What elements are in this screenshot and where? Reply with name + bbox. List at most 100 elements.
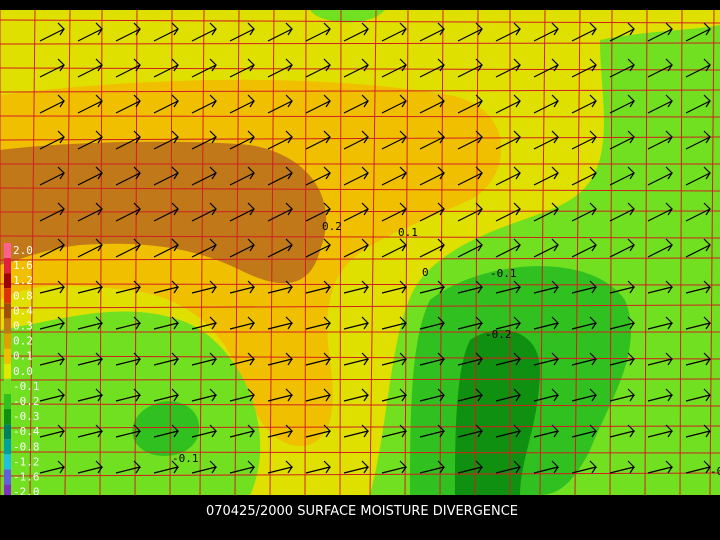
county-line (609, 9, 613, 496)
wind-barb (381, 424, 408, 438)
wind-barb (77, 94, 104, 114)
wind-barb (533, 388, 560, 402)
county-line (679, 9, 683, 496)
wind-barb (39, 424, 66, 438)
county-line (0, 355, 720, 360)
caption: 070425/2000 SURFACE MOISTURE DIVERGENCE (206, 504, 518, 519)
wind-barb (115, 424, 142, 438)
legend-label: -0.4 (13, 425, 40, 438)
wind-barb (685, 202, 712, 222)
wind-barb (533, 316, 560, 330)
wind-barb (381, 238, 408, 258)
wind-barb (305, 388, 332, 402)
wind-barb (343, 202, 370, 222)
wind-barb (267, 352, 294, 366)
wind-barb (305, 94, 332, 114)
county-line (0, 451, 720, 454)
wind-barb (267, 388, 294, 402)
wind-barb (457, 460, 484, 474)
legend-swatch (4, 303, 11, 319)
wind-barb (229, 22, 256, 42)
wind-barb (495, 424, 522, 438)
county-line (0, 187, 720, 192)
wind-barb (609, 202, 636, 222)
wind-barb (343, 460, 370, 474)
wind-barb (685, 166, 712, 186)
wind-barb (229, 352, 256, 366)
wind-barb (685, 424, 712, 438)
wind-barb (305, 352, 332, 366)
wind-barb (685, 94, 712, 114)
wind-barb (191, 388, 218, 402)
wind-barb (267, 94, 294, 114)
legend-label: 0.3 (13, 320, 33, 333)
wind-barb (115, 94, 142, 114)
wind-barb (191, 424, 218, 438)
wind-barb (343, 166, 370, 186)
wind-barb (267, 58, 294, 78)
legend-label: 0.4 (13, 304, 33, 317)
legend-swatch (4, 318, 11, 334)
county-line (99, 9, 103, 496)
wind-barb (305, 22, 332, 42)
wind-barb (39, 22, 66, 42)
wind-barb (571, 22, 598, 42)
wind-barb (229, 388, 256, 402)
wind-barb (685, 58, 712, 78)
wind-barb (533, 22, 560, 42)
wind-barbs (39, 22, 712, 474)
county-line (0, 283, 720, 286)
wind-barb (457, 316, 484, 330)
county-line (0, 42, 720, 45)
wind-barb (419, 424, 446, 438)
county-line (0, 425, 720, 429)
field-negative-top (310, 10, 385, 23)
legend-label: -1.6 (13, 471, 40, 484)
wind-barb (419, 202, 446, 222)
wind-barb (39, 460, 66, 474)
wind-barb (533, 130, 560, 150)
wind-barb (267, 238, 294, 258)
wind-barb (191, 166, 218, 186)
wind-barb (153, 22, 180, 42)
legend-label: 0.1 (13, 350, 33, 363)
legend-swatch (4, 363, 11, 379)
wind-barb (77, 22, 104, 42)
wind-barb (685, 316, 712, 330)
wind-barb (457, 352, 484, 366)
wind-barb (647, 280, 674, 294)
wind-barb (495, 94, 522, 114)
wind-barb (419, 460, 446, 474)
wind-barb (533, 238, 560, 258)
wind-barb (609, 22, 636, 42)
wind-barb (115, 352, 142, 366)
wind-barb (191, 202, 218, 222)
legend-swatch (4, 333, 11, 349)
legend-swatch (4, 348, 11, 364)
wind-barb (609, 460, 636, 474)
wind-barb (609, 238, 636, 258)
county-line (0, 378, 720, 381)
wind-barb (305, 238, 332, 258)
wind-barb (229, 202, 256, 222)
contour-label: -0.2 (485, 328, 512, 341)
wind-barb (647, 460, 674, 474)
wind-barb (533, 424, 560, 438)
wind-barb (267, 130, 294, 150)
wind-barb (685, 388, 712, 402)
wind-barb (343, 238, 370, 258)
wind-barb (191, 130, 218, 150)
wind-barb (381, 130, 408, 150)
wind-barb (191, 280, 218, 294)
wind-barb (191, 460, 218, 474)
wind-barb (609, 58, 636, 78)
wind-barb (343, 352, 370, 366)
county-line (64, 9, 71, 496)
wind-barb (381, 352, 408, 366)
wind-barb (77, 352, 104, 366)
wind-barb (153, 94, 180, 114)
wind-barb (39, 388, 66, 402)
wind-barb (571, 424, 598, 438)
wind-barb (381, 280, 408, 294)
